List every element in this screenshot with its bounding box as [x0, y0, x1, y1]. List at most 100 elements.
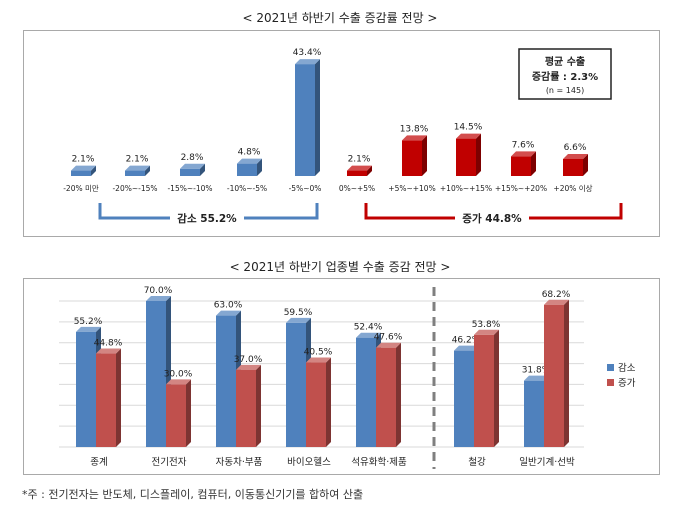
bar-9-top	[563, 153, 588, 159]
bar-6-1	[544, 299, 569, 447]
bar-6	[402, 135, 427, 176]
bar-2-front	[180, 168, 200, 176]
bar-0-0-front	[76, 331, 96, 447]
bar-7-front	[456, 138, 476, 176]
bar-0-1	[96, 348, 121, 447]
bar-6-1-side	[564, 299, 569, 447]
data-label-1-0: 70.0%	[144, 286, 173, 296]
legend-label-0: 감소	[618, 362, 636, 374]
group-label-increase: 증가 44.8%	[462, 212, 522, 225]
tick-label-1: -20%~-15%	[112, 184, 157, 193]
bar-4-front	[295, 64, 315, 176]
data-label-6-0: 31.8%	[522, 366, 551, 376]
bar-2-1-side	[256, 364, 261, 447]
bar-1-1-top	[166, 379, 191, 385]
chart1-svg: 2.1% -20% 미만 2.1% -20%~-15% 2.8% -15%~-10% 4.8…	[63, 48, 623, 226]
bar-8-top	[511, 151, 536, 157]
data-label-2-0: 63.0%	[214, 301, 243, 311]
bar-5-1-top	[474, 329, 499, 335]
bar-6-side	[422, 135, 427, 176]
bar-3-1-side	[326, 357, 331, 447]
bar-5-1-side	[494, 329, 499, 447]
bar-1-0-top	[146, 296, 171, 301]
bar-0-1-front	[96, 353, 116, 447]
tick-label-3: -10%~-5%	[227, 184, 267, 193]
tick-label-6: +5%~+10%	[388, 184, 435, 193]
legend-swatch-0	[607, 364, 614, 371]
bar-0-front	[71, 170, 91, 176]
note-box	[518, 48, 612, 100]
chart2-panel: 55.2% 44.8% 종계 70.0% 30.0% 전기전자 63.0% 37.0% 자동차·…	[23, 278, 660, 475]
bar-4-0-top	[356, 332, 381, 338]
bar-5-1	[474, 329, 499, 447]
bar-4-1-top	[376, 342, 401, 348]
bar-4-side	[315, 59, 320, 176]
data-label-7: 14.5%	[454, 123, 483, 133]
bar-3-1-top	[306, 357, 331, 363]
bar-2	[180, 163, 205, 176]
data-label-0: 2.1%	[72, 155, 95, 165]
tick-label-0: -20% 미만	[63, 184, 99, 193]
chart2-svg: 55.2% 44.8% 종계 70.0% 30.0% 전기전자 63.0% 37.0% 자동차·…	[59, 286, 636, 469]
data-label-4-0: 52.4%	[354, 323, 383, 333]
data-label-5-0: 46.2%	[452, 336, 481, 346]
bar-1	[125, 165, 150, 176]
bracket-decrease-bg	[170, 210, 244, 226]
bar-5-1-front	[474, 334, 494, 447]
data-label-0-1: 44.8%	[94, 339, 123, 349]
bar-3-1-front	[306, 362, 326, 447]
chart1-panel: 2.1% -20% 미만 2.1% -20%~-15% 2.8% -15%~-10% 4.8…	[23, 30, 660, 237]
bracket-increase-bg	[455, 210, 529, 226]
note-line-1: 평균 수출	[545, 55, 585, 68]
bar-6-0-front	[524, 380, 544, 447]
bar-0-top	[71, 165, 96, 171]
bar-2-1-front	[236, 369, 256, 447]
legend-label-1: 증가	[618, 378, 636, 389]
bar-8-front	[511, 156, 531, 176]
bar-3-0-front	[286, 322, 306, 447]
bar-3-1	[306, 357, 331, 447]
bar-1-top	[125, 165, 150, 171]
bar-4-1-front	[376, 347, 396, 447]
tick-label-4: 석유화학·제품	[351, 457, 407, 468]
bar-5-0-front	[454, 350, 474, 447]
bar-0-side	[91, 165, 96, 176]
bar-7-top	[456, 133, 481, 139]
bar-3	[237, 158, 262, 176]
bar-3-side	[257, 158, 262, 176]
group-label-decrease: 감소 55.2%	[177, 213, 237, 225]
bar-8	[511, 151, 536, 176]
data-label-5-1: 53.8%	[472, 320, 501, 330]
bar-4-0-front	[356, 337, 376, 447]
data-label-3: 4.8%	[238, 148, 261, 158]
bar-4-1	[376, 342, 401, 447]
bar-6-top	[402, 135, 427, 141]
bar-6-0-top	[524, 375, 549, 381]
bar-3-top	[237, 158, 262, 164]
data-label-1: 2.1%	[126, 155, 149, 165]
data-label-3-1: 40.5%	[304, 348, 333, 358]
bar-9-side	[583, 153, 588, 176]
bar-1-1-front	[166, 384, 186, 447]
tick-label-9: +20% 이상	[553, 183, 592, 193]
note-line-3: (n = 145)	[546, 86, 584, 95]
data-label-8: 7.6%	[512, 140, 535, 150]
tick-label-1: 전기전자	[152, 457, 187, 468]
bar-5	[347, 165, 372, 176]
bar-4	[295, 59, 320, 176]
chart1-title: < 2021년 하반기 수출 증감률 전망 >	[242, 11, 438, 25]
bar-5-top	[347, 165, 372, 171]
bar-2-0-top	[216, 310, 241, 316]
bar-9-front	[563, 158, 583, 176]
bar-1-side	[145, 165, 150, 176]
bar-2-1-top	[236, 364, 261, 370]
bar-5-0-top	[454, 345, 479, 351]
tick-label-7: +10%~+15%	[440, 184, 492, 193]
tick-label-8: +15%~+20%	[495, 184, 547, 193]
bar-7-side	[476, 133, 481, 176]
bar-0-0-top	[76, 326, 101, 332]
bar-4-top	[295, 59, 320, 65]
data-label-0-0: 55.2%	[74, 317, 103, 327]
legend-swatch-1	[607, 379, 614, 386]
tick-label-2: -15%~-10%	[167, 184, 212, 193]
